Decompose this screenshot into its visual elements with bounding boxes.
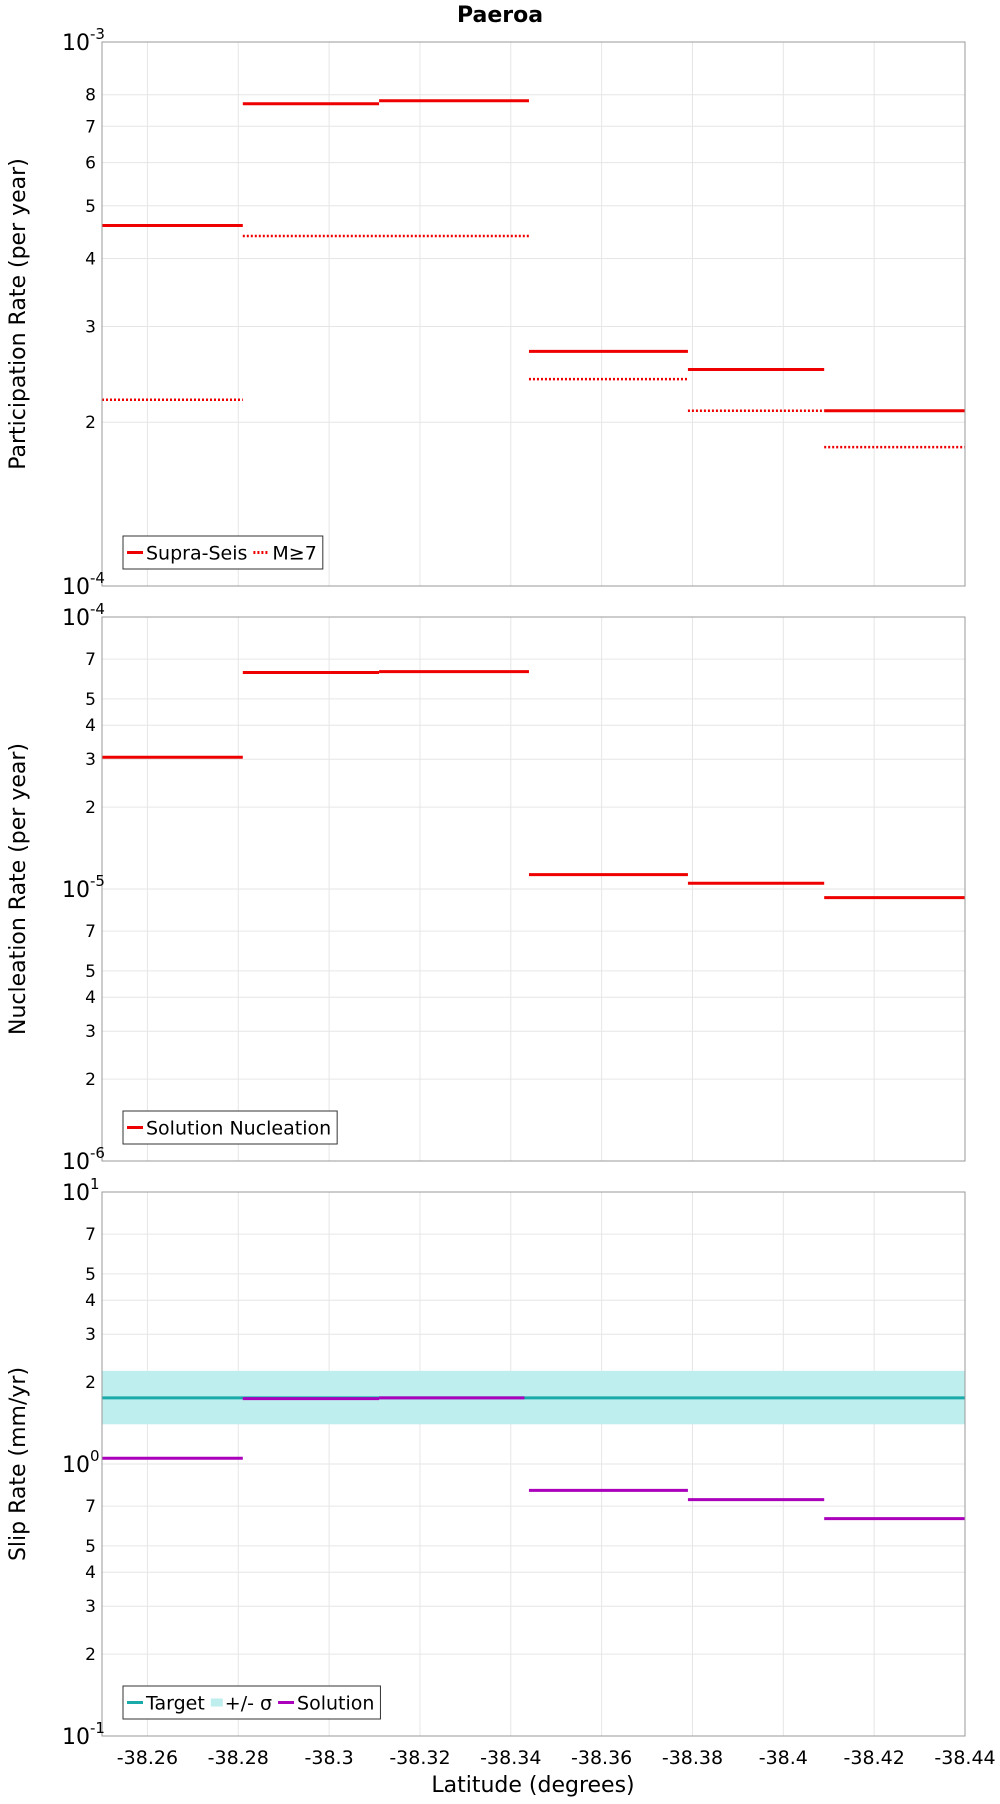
x-tick-label: -38.34 <box>480 1747 541 1769</box>
y-tick-exponent: -6 <box>90 1144 105 1162</box>
y-tick-label: 4 <box>85 716 96 736</box>
legend-box <box>122 535 324 570</box>
plot-frame <box>101 616 966 1162</box>
legend-box <box>122 1685 381 1720</box>
y-tick-label: 3 <box>85 1325 96 1345</box>
y-tick-label: 5 <box>85 962 96 982</box>
y-tick-label: 3 <box>85 1022 96 1042</box>
y-tick-label: 7 <box>85 650 96 670</box>
y-tick-label: 2 <box>85 1373 96 1393</box>
legend-swatch <box>210 1698 223 1707</box>
y-tick-label: 5 <box>85 690 96 710</box>
y-tick-label: 3 <box>85 317 96 337</box>
y-tick-label: 3 <box>85 750 96 770</box>
y-tick-label: 6 <box>85 154 96 174</box>
y-tick-label: 10 <box>62 1150 90 1175</box>
x-tick-label: -38.26 <box>117 1747 178 1769</box>
plot-frame <box>101 1191 966 1737</box>
y-tick-label: 7 <box>85 1497 96 1517</box>
y-axis-title: Slip Rate (mm/yr) <box>6 1367 31 1561</box>
y-tick-label: 7 <box>85 117 96 137</box>
plot-frame <box>101 41 966 587</box>
legend: Target +/- σ Solution <box>122 1685 381 1720</box>
legend-box <box>122 1110 338 1145</box>
y-tick-label: 10 <box>62 606 90 631</box>
y-tick-exponent: -1 <box>90 1719 105 1737</box>
y-tick-label: 10 <box>62 1453 90 1478</box>
y-tick-label: 4 <box>85 988 96 1008</box>
y-tick-label: 10 <box>62 1181 90 1206</box>
y-tick-label: 2 <box>85 798 96 818</box>
y-tick-exponent: -4 <box>90 600 105 618</box>
legend-label: M≥7 <box>272 543 316 565</box>
y-tick-label: 2 <box>85 1645 96 1665</box>
y-tick-label: 8 <box>85 86 96 106</box>
legend: Supra-Seis M≥7 <box>122 535 324 570</box>
x-tick-label: -38.32 <box>389 1747 450 1769</box>
legend-label: +/- σ <box>225 1693 272 1715</box>
y-tick-exponent: -3 <box>90 25 105 43</box>
y-tick-label: 5 <box>85 197 96 217</box>
y-tick-label: 10 <box>62 575 90 600</box>
x-tick-label: -38.44 <box>934 1747 995 1769</box>
x-tick-label: -38.28 <box>208 1747 269 1769</box>
legend-label: Supra-Seis <box>146 543 247 565</box>
y-tick-label: 2 <box>85 1070 96 1090</box>
x-tick-label: -38.4 <box>759 1747 808 1769</box>
x-tick-label: -38.38 <box>662 1747 723 1769</box>
legend-label: Solution Nucleation <box>146 1118 331 1140</box>
x-tick-label: -38.3 <box>305 1747 354 1769</box>
x-tick-label: -38.36 <box>571 1747 632 1769</box>
x-axis-title: Latitude (degrees) <box>431 1773 634 1798</box>
y-tick-label: 4 <box>85 1563 96 1583</box>
legend: Solution Nucleation <box>122 1110 338 1145</box>
legend-label: Solution <box>297 1693 374 1715</box>
y-tick-label: 7 <box>85 922 96 942</box>
y-tick-exponent: -5 <box>90 872 105 890</box>
y-tick-label: 2 <box>85 413 96 433</box>
y-tick-exponent: -4 <box>90 569 105 587</box>
y-tick-label: 5 <box>85 1537 96 1557</box>
y-tick-label: 7 <box>85 1225 96 1245</box>
chart-title: Paeroa <box>457 3 543 28</box>
y-tick-label: 10 <box>62 1725 90 1750</box>
y-tick-label: 4 <box>85 1291 96 1311</box>
y-tick-label: 5 <box>85 1265 96 1285</box>
y-axis-title: Participation Rate (per year) <box>6 158 31 470</box>
legend-label: Target <box>145 1693 205 1715</box>
y-tick-label: 10 <box>62 878 90 903</box>
y-tick-exponent: 0 <box>90 1447 100 1465</box>
x-tick-label: -38.42 <box>844 1747 905 1769</box>
y-tick-label: 10 <box>62 31 90 56</box>
y-tick-exponent: 1 <box>90 1175 100 1193</box>
y-tick-label: 4 <box>85 249 96 269</box>
y-tick-label: 3 <box>85 1597 96 1617</box>
y-axis-title: Nucleation Rate (per year) <box>6 743 31 1035</box>
plot-area <box>102 42 965 586</box>
